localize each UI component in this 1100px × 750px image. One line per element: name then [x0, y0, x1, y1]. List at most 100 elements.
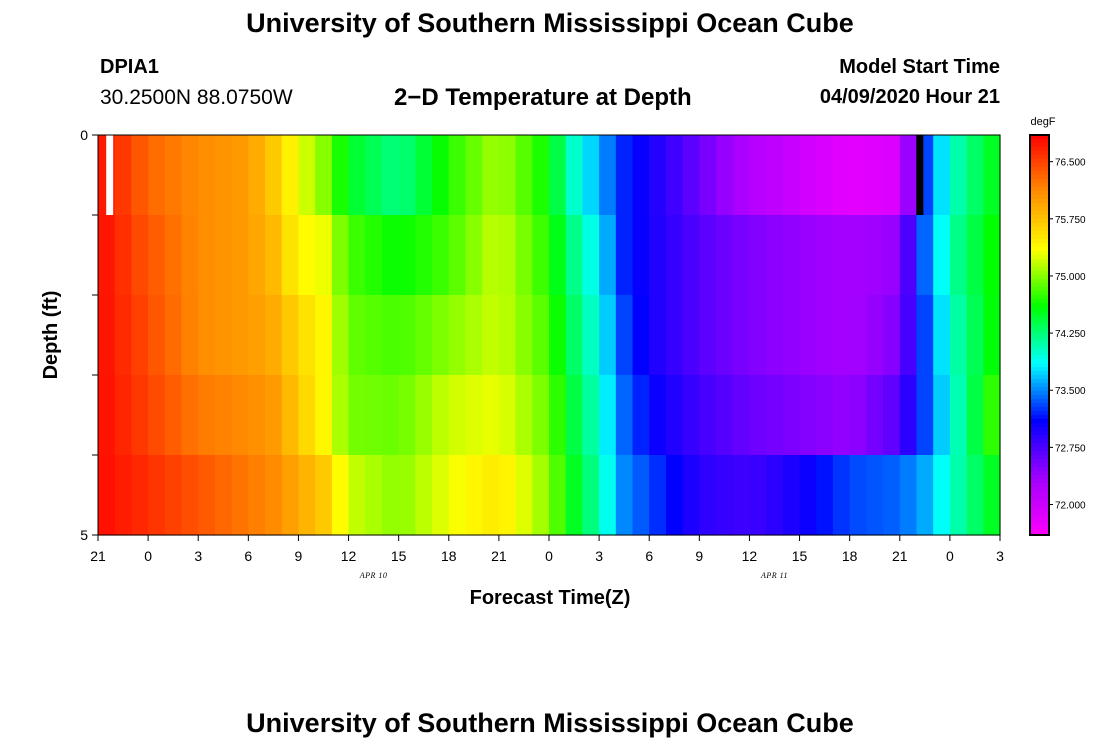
heatmap-cell [381, 455, 400, 536]
heatmap-cell [331, 455, 350, 536]
heatmap-cell [465, 375, 483, 456]
x-tick-label: 12 [742, 548, 758, 564]
colorbar-segment [1030, 503, 1049, 508]
heatmap-cell [482, 215, 500, 296]
heatmap-cell [482, 375, 500, 456]
heatmap-cell [732, 135, 751, 216]
colorbar-segment [1030, 283, 1049, 288]
heatmap-cell [248, 375, 266, 456]
heatmap-cell [331, 375, 350, 456]
colorbar-tick-label: 72.750 [1055, 443, 1086, 454]
heatmap-cell [515, 295, 533, 376]
heatmap-cell [599, 215, 617, 296]
heatmap-cell [649, 375, 667, 456]
heatmap-cell [248, 215, 266, 296]
date-label: APR 10 [359, 571, 388, 580]
heatmap-cell [916, 215, 934, 296]
heatmap-cell [365, 215, 383, 296]
heatmap-cell [899, 295, 918, 376]
heatmap-cell [348, 455, 366, 536]
heatmap-cell [415, 455, 433, 536]
heatmap-cell [415, 135, 433, 216]
heatmap-cell [181, 295, 199, 376]
heatmap-cell [699, 135, 717, 216]
heatmap-cell [482, 455, 500, 536]
colorbar-segment [1030, 251, 1049, 256]
colorbar-segment [1030, 355, 1049, 360]
heatmap-cell [665, 295, 684, 376]
date-label: APR 11 [760, 571, 788, 580]
heatmap-cell [281, 375, 300, 456]
heatmap-cell [465, 215, 483, 296]
heatmap-cell [331, 135, 350, 216]
heatmap-cell [231, 135, 249, 216]
colorbar-segment [1030, 167, 1049, 172]
heatmap-cell [181, 215, 199, 296]
heatmap-cell [649, 295, 667, 376]
heatmap-cell [682, 135, 700, 216]
colorbar-segment [1030, 203, 1049, 208]
colorbar-segment [1030, 427, 1049, 432]
heatmap-cell [766, 295, 784, 376]
heatmap-cell [114, 375, 132, 456]
heatmap-cell [131, 135, 149, 216]
colorbar-segment [1030, 339, 1049, 344]
heatmap-cell [549, 295, 567, 376]
heatmap-cell [983, 135, 1001, 216]
heatmap-cell [198, 295, 216, 376]
colorbar-segment [1030, 519, 1049, 524]
colorbar-segment [1030, 451, 1049, 456]
heatmap-cell [599, 135, 617, 216]
heatmap-cell [899, 375, 918, 456]
heatmap-cell [448, 215, 467, 296]
heatmap-cell [665, 135, 684, 216]
colorbar-segment [1030, 135, 1049, 140]
heatmap-cell [799, 455, 817, 536]
heatmap-cell [883, 375, 901, 456]
heatmap-cell [949, 455, 968, 536]
heatmap-cell [766, 375, 784, 456]
heatmap-cell [615, 135, 634, 216]
colorbar-segment [1030, 379, 1049, 384]
heatmap-cell [298, 455, 316, 536]
heatmap-cell [933, 295, 951, 376]
heatmap-cell [398, 135, 416, 216]
heatmap-cell [198, 215, 216, 296]
colorbar-segment [1030, 143, 1049, 148]
colorbar-segment [1030, 435, 1049, 440]
heatmap-cell [899, 455, 918, 536]
heatmap-cell [949, 215, 968, 296]
heatmap-cell [699, 215, 717, 296]
heatmap-cell [415, 215, 433, 296]
heatmap-cell [665, 455, 684, 536]
heatmap-cell [114, 215, 132, 296]
heatmap-cell [465, 455, 483, 536]
colorbar-segment [1030, 235, 1049, 240]
heatmap-cell [632, 455, 650, 536]
colorbar-segment [1030, 335, 1049, 340]
heatmap-cell [799, 135, 817, 216]
colorbar-segment [1030, 439, 1049, 444]
colorbar-segment [1030, 151, 1049, 156]
x-axis: 21 0 3 6 9 12 15 18 21 0 3 6 9 12 15 18 21 0 3 APR 10 APR 11 [90, 535, 1004, 580]
heatmap-cell [265, 215, 283, 296]
colorbar-segment [1030, 247, 1049, 252]
x-tick-label: 3 [996, 548, 1004, 564]
heatmap-cell [716, 455, 734, 536]
heatmap-cell [682, 215, 700, 296]
heatmap-cell [265, 375, 283, 456]
x-axis-label: Forecast Time(Z) [470, 587, 631, 609]
colorbar-segment [1030, 179, 1049, 184]
heatmap-cell [565, 375, 583, 456]
heatmap-cell [732, 455, 751, 536]
heatmap-cell [448, 295, 467, 376]
colorbar-segment [1030, 259, 1049, 264]
colorbar-segment [1030, 527, 1049, 532]
heatmap-cell [816, 295, 834, 376]
heatmap-cell [381, 135, 400, 216]
colorbar-segment [1030, 395, 1049, 400]
heatmap-cell [899, 215, 918, 296]
heatmap-cell [365, 375, 383, 456]
colorbar-segment [1030, 351, 1049, 356]
colorbar-tick-label: 74.250 [1055, 329, 1086, 340]
